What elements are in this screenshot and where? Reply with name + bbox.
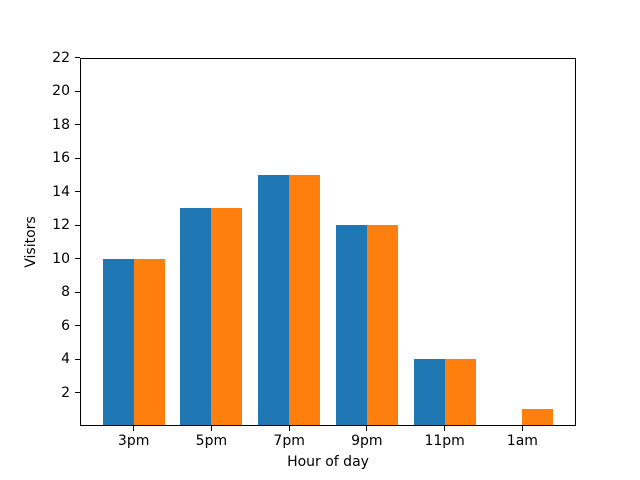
bar-orange-7pm [289,174,321,426]
x-tick-mark [210,426,212,431]
y-tick-label: 2 [61,384,70,401]
x-tick-label: 3pm [117,433,150,449]
y-tick-label: 16 [52,150,70,166]
bar-orange-1am [522,409,554,426]
bar-blue-7pm [258,174,290,426]
bar-blue-11pm [413,359,445,426]
y-tick-label: 20 [52,83,70,99]
bar-orange-9pm [366,225,398,426]
x-tick-label: 7pm [273,433,305,449]
y-tick-mark [75,90,80,92]
x-tick-label: 11pm [424,433,465,449]
x-tick-label: 5pm [195,433,228,449]
y-tick-label: 6 [61,317,70,334]
x-tick-mark [521,426,523,431]
y-tick-mark [75,57,80,58]
y-tick-label: 10 [52,250,70,267]
y-tick-mark [75,224,80,226]
x-tick-label: 1am [506,433,538,449]
y-tick-label: 4 [61,351,70,367]
y-axis-label: Visitors [23,216,39,268]
y-tick-mark [75,358,80,360]
y-tick-mark [75,157,80,159]
bar-orange-5pm [211,208,243,426]
bar-blue-5pm [180,208,212,426]
y-tick-label: 22 [52,49,70,66]
x-axis-label: Hour of day [287,454,369,470]
bar-orange-11pm [444,359,476,426]
bar-blue-9pm [335,225,367,426]
x-tick-mark [288,426,290,431]
x-tick-mark [444,426,446,431]
y-tick-mark [75,291,80,293]
bar-orange-3pm [133,258,165,426]
x-tick-label: 9pm [351,433,383,449]
y-tick-mark [75,191,80,192]
y-tick-label: 18 [52,116,70,133]
y-tick-mark [75,258,80,259]
bar-blue-3pm [102,258,134,426]
y-tick-label: 14 [52,183,70,200]
y-tick-mark [75,124,80,125]
x-tick-mark [133,426,135,431]
y-tick-label: 8 [61,284,70,300]
y-tick-mark [75,325,80,326]
x-tick-mark [366,426,368,431]
y-tick-label: 12 [52,217,70,233]
y-tick-mark [75,392,80,393]
